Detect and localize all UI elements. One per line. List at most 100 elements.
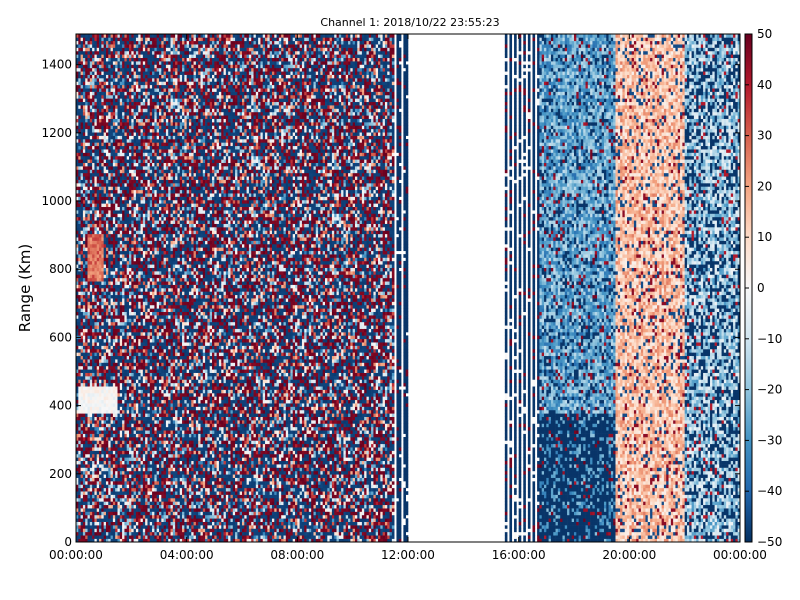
heatmap-cell <box>90 359 93 363</box>
heatmap-cell <box>136 173 139 177</box>
heatmap-cell <box>136 335 139 339</box>
heatmap-cell <box>81 163 84 167</box>
heatmap-cell <box>118 200 121 204</box>
heatmap-cell <box>94 166 97 170</box>
heatmap-cell <box>118 525 121 529</box>
heatmap-cell <box>124 98 127 102</box>
heatmap-cell <box>138 207 141 211</box>
heatmap-cell <box>81 332 84 336</box>
heatmap-cell <box>136 430 139 434</box>
heatmap-cell <box>120 197 123 201</box>
heatmap-cell <box>99 369 102 373</box>
heatmap-cell <box>122 396 125 400</box>
heatmap-cell <box>111 515 114 519</box>
heatmap-cell <box>138 383 141 387</box>
heatmap-cell <box>131 369 134 373</box>
heatmap-cell <box>90 146 93 150</box>
heatmap-cell <box>145 464 148 468</box>
heatmap-cell <box>136 180 139 184</box>
heatmap-cell <box>115 180 118 184</box>
heatmap-cell <box>127 183 130 187</box>
heatmap-cell <box>145 501 148 505</box>
heatmap-cell <box>115 244 118 248</box>
heatmap-cell <box>92 393 95 397</box>
heatmap-cell <box>120 467 123 471</box>
heatmap-cell <box>92 186 95 190</box>
heatmap-cell <box>127 525 130 529</box>
heatmap-cell <box>94 400 97 404</box>
heatmap-cell <box>106 159 109 163</box>
heatmap-cell <box>92 478 95 482</box>
heatmap-cell <box>113 271 116 275</box>
heatmap-cell <box>90 535 93 539</box>
heatmap-cell <box>101 169 104 173</box>
heatmap-cell <box>108 322 111 326</box>
heatmap-cell <box>134 427 137 431</box>
heatmap-cell <box>122 217 125 221</box>
heatmap-cell <box>83 92 86 96</box>
heatmap-cell <box>134 213 137 217</box>
heatmap-cell <box>104 471 107 475</box>
heatmap-cell <box>106 366 109 370</box>
heatmap-cell <box>85 105 88 109</box>
heatmap-cell <box>99 312 102 316</box>
heatmap-cell <box>111 241 114 245</box>
heatmap-cell <box>92 498 95 502</box>
heatmap-cell <box>90 417 93 421</box>
heatmap-cell <box>83 230 86 234</box>
heatmap-cell <box>94 508 97 512</box>
heatmap-cell <box>113 322 116 326</box>
heatmap-cell <box>134 88 137 92</box>
heatmap-cell <box>106 105 109 109</box>
heatmap-cell <box>104 444 107 448</box>
heatmap-cell <box>111 376 114 380</box>
heatmap-cell <box>136 478 139 482</box>
heatmap-cell <box>108 244 111 248</box>
heatmap-cell <box>101 119 104 123</box>
heatmap-cell <box>81 437 84 441</box>
heatmap-cell <box>83 528 86 532</box>
heatmap-cell <box>118 237 121 241</box>
heatmap-cell <box>99 112 102 116</box>
heatmap-cell <box>138 488 141 492</box>
heatmap-cell <box>136 251 139 255</box>
heatmap-cell <box>85 136 88 140</box>
heatmap-cell <box>124 163 127 167</box>
heatmap-cell <box>94 359 97 363</box>
heatmap-cell <box>94 312 97 316</box>
heatmap-cell <box>81 247 84 251</box>
heatmap-cell <box>129 427 132 431</box>
heatmap-cell <box>92 417 95 421</box>
heatmap-cell <box>88 261 91 265</box>
heatmap-cell <box>141 359 144 363</box>
heatmap-cell <box>108 274 111 278</box>
heatmap-cell <box>134 488 137 492</box>
heatmap-cell <box>127 461 130 465</box>
heatmap-cell <box>97 461 100 465</box>
heatmap-cell <box>141 153 144 157</box>
heatmap-cell <box>101 417 104 421</box>
heatmap-cell <box>111 102 114 106</box>
heatmap-cell <box>141 190 144 194</box>
heatmap-cell <box>78 457 81 461</box>
heatmap-cell <box>124 61 127 65</box>
heatmap-cell <box>111 217 114 221</box>
heatmap-cell <box>120 437 123 441</box>
heatmap-cell <box>141 495 144 499</box>
heatmap-cell <box>138 51 141 55</box>
heatmap-cell <box>81 51 84 55</box>
heatmap-cell <box>101 122 104 126</box>
heatmap-cell <box>90 132 93 136</box>
heatmap-cell <box>81 407 84 411</box>
heatmap-cell <box>145 423 148 427</box>
heatmap-cell <box>138 396 141 400</box>
heatmap-cell <box>99 180 102 184</box>
heatmap-cell <box>85 495 88 499</box>
heatmap-cell <box>108 278 111 282</box>
heatmap-cell <box>124 274 127 278</box>
heatmap-cell <box>94 34 97 38</box>
heatmap-cell <box>143 335 146 339</box>
heatmap-cell <box>85 454 88 458</box>
heatmap-cell <box>106 217 109 221</box>
heatmap-cell <box>81 78 84 82</box>
